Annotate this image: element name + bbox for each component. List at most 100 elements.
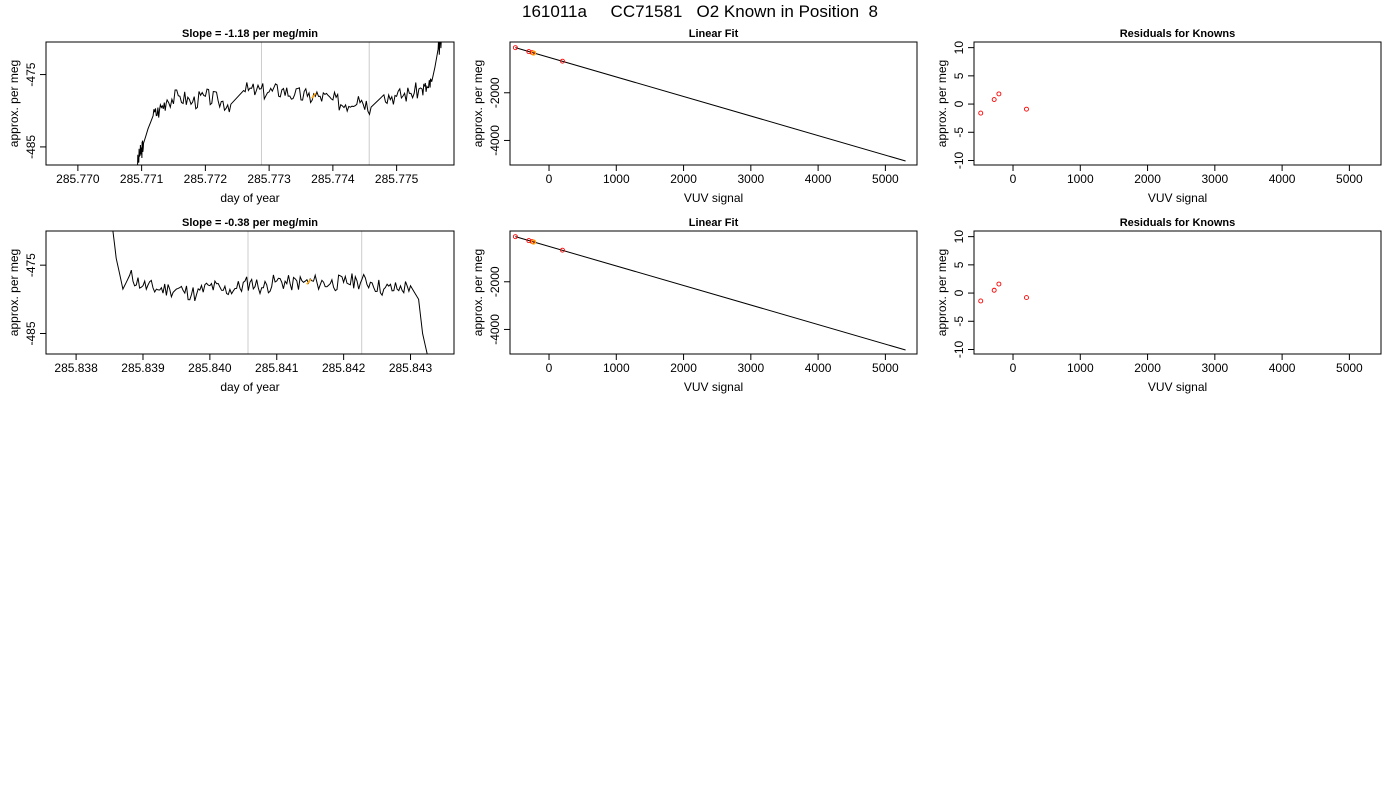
x-tick-label: 0 [546, 172, 553, 186]
series-line [112, 231, 428, 354]
page-title: 161011a CC71581 O2 Known in Position 8 [522, 2, 878, 21]
data-point [991, 287, 997, 293]
chart-title: Slope = -0.38 per meg/min [182, 217, 318, 229]
plot-frame [509, 41, 918, 166]
x-tick-label: 4000 [805, 361, 832, 375]
x-tick-label: 2000 [670, 172, 697, 186]
y-tick-label: -485 [24, 321, 38, 345]
y-tick-label: -485 [24, 135, 38, 159]
y-tick-label: 0 [952, 289, 966, 296]
x-tick-label: 3000 [737, 172, 764, 186]
x-tick-label: 1000 [1067, 361, 1094, 375]
y-tick-label: 5 [952, 72, 966, 79]
plot-area [137, 42, 442, 165]
x-tick-label: 3000 [737, 361, 764, 375]
y-tick-label: -2000 [488, 266, 502, 297]
data-point [1024, 106, 1029, 112]
y-tick-label: -10 [952, 340, 966, 358]
data-point [996, 91, 1002, 97]
x-axis-label: VUV signal [1148, 191, 1207, 205]
y-tick-label: 10 [952, 41, 966, 55]
data-point [991, 97, 997, 103]
data-point [996, 281, 1002, 287]
highlight-mark [306, 278, 312, 285]
x-tick-label: 285.770 [56, 172, 100, 186]
y-axis-label: approx. per meg [471, 60, 485, 147]
x-tick-label: 5000 [1336, 361, 1363, 375]
chart-panel-2: Linear Fit VUV signal approx. per meg 0 1000… [471, 28, 918, 205]
x-tick-label: 285.773 [247, 172, 291, 186]
data-point [560, 58, 565, 64]
x-tick-label: 1000 [603, 361, 630, 375]
y-tick-label: -4000 [488, 125, 502, 156]
x-tick-label: 285.774 [311, 172, 355, 186]
plot-area [112, 231, 428, 354]
x-tick-label: 285.775 [375, 172, 419, 186]
x-tick-label: 285.838 [54, 361, 98, 375]
chart-title: Slope = -1.18 per meg/min [182, 28, 318, 40]
x-tick-label: 3000 [1201, 172, 1228, 186]
chart-panel-4: Slope = -0.38 per meg/min day of year appr… [7, 217, 455, 394]
x-axis-label: VUV signal [1148, 380, 1207, 394]
highlight-point [530, 239, 537, 245]
x-tick-label: 285.841 [255, 361, 299, 375]
fit-line [515, 47, 906, 162]
x-tick-label: 0 [546, 361, 553, 375]
data-point [978, 110, 984, 116]
chart-title: Residuals for Knowns [1120, 28, 1236, 40]
x-tick-label: 285.771 [120, 172, 164, 186]
x-tick-label: 1000 [1067, 172, 1094, 186]
data-point [560, 247, 565, 253]
x-axis-label: day of year [220, 380, 279, 394]
plot-area [512, 234, 906, 351]
highlight-point [530, 50, 537, 56]
chart-title: Residuals for Knowns [1120, 217, 1236, 229]
plot-frame [973, 230, 1382, 355]
y-tick-label: -5 [952, 127, 966, 138]
data-point [512, 234, 518, 240]
y-tick-label: 10 [952, 230, 966, 244]
fit-line [515, 236, 906, 351]
x-tick-label: 285.772 [184, 172, 228, 186]
y-tick-label: -475 [24, 253, 38, 277]
x-tick-label: 285.842 [322, 361, 366, 375]
plot-frame [973, 41, 1382, 166]
y-axis-label: approx. per meg [935, 249, 949, 336]
y-tick-label: -4000 [488, 314, 502, 345]
chart-panel-6: Residuals for Knowns VUV signal approx. pe… [935, 217, 1382, 394]
chart-panel-3: Residuals for Knowns VUV signal approx. pe… [935, 28, 1382, 205]
y-axis-label: approx. per meg [471, 249, 485, 336]
x-tick-label: 3000 [1201, 361, 1228, 375]
x-axis-label: day of year [220, 191, 279, 205]
plot-frame [45, 41, 455, 166]
x-tick-label: 1000 [603, 172, 630, 186]
x-tick-label: 4000 [1269, 361, 1296, 375]
chart-title: Linear Fit [689, 28, 739, 40]
plot-frame [45, 230, 455, 355]
x-axis-label: VUV signal [684, 191, 743, 205]
chart-panel-5: Linear Fit VUV signal approx. per meg 0 1000… [471, 217, 918, 394]
series-line [137, 42, 442, 165]
x-tick-label: 5000 [872, 361, 899, 375]
y-tick-label: -475 [24, 62, 38, 86]
x-axis-label: VUV signal [684, 380, 743, 394]
y-axis-label: approx. per meg [935, 60, 949, 147]
plot-frame [509, 230, 918, 355]
x-tick-label: 5000 [872, 172, 899, 186]
plot-area [978, 91, 1029, 116]
x-tick-label: 4000 [1269, 172, 1296, 186]
x-tick-label: 285.839 [121, 361, 165, 375]
y-tick-label: -5 [952, 316, 966, 327]
chart-title: Linear Fit [689, 217, 739, 229]
y-tick-label: 5 [952, 261, 966, 268]
x-tick-label: 0 [1010, 361, 1017, 375]
x-tick-label: 5000 [1336, 172, 1363, 186]
y-tick-label: -10 [952, 151, 966, 169]
x-tick-label: 4000 [805, 172, 832, 186]
x-tick-label: 285.843 [389, 361, 433, 375]
x-tick-label: 285.840 [188, 361, 232, 375]
x-tick-label: 2000 [1134, 361, 1161, 375]
y-tick-label: -2000 [488, 77, 502, 108]
data-point [978, 298, 984, 304]
